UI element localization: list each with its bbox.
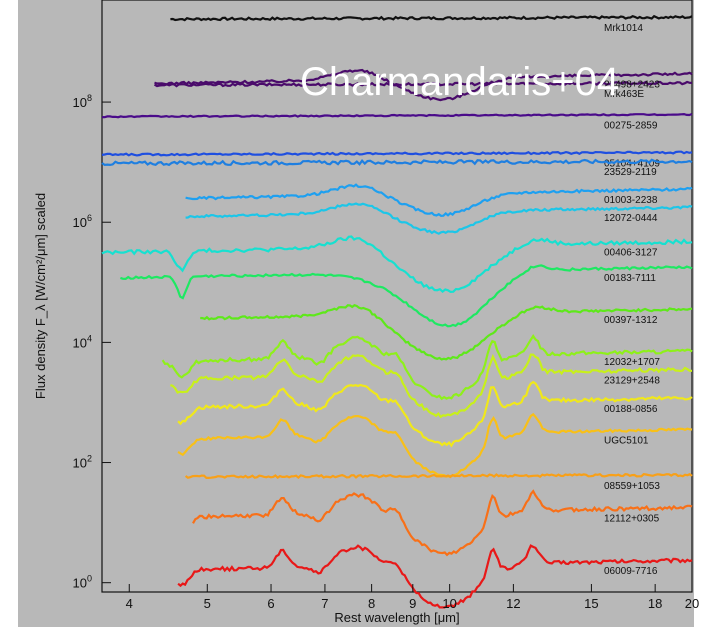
- x-tick-label: 20: [685, 596, 699, 611]
- x-tick-label: 8: [368, 596, 375, 611]
- x-axis-ticks: 4 5 6 7 8 9 10 12 15 18 20: [126, 584, 699, 611]
- series-line: [177, 412, 693, 478]
- series-line: [161, 333, 693, 401]
- series-label: 00183-7111: [604, 273, 656, 284]
- series-line: [170, 353, 692, 419]
- series-label: Mrk463E: [604, 89, 644, 100]
- plot-panel: [18, 0, 694, 627]
- series-label: 00397-1312: [604, 315, 658, 326]
- series-line: [154, 68, 693, 102]
- x-tick-label: 12: [506, 596, 520, 611]
- x-tick-label: 5: [204, 596, 211, 611]
- series-label: 05104+4109: [604, 158, 660, 169]
- series-line: [101, 158, 693, 167]
- y-axis-label: Flux density F_λ [W/cm²/μm] scaled: [33, 193, 48, 399]
- plot-frame: [101, 0, 693, 593]
- series-label: 23529-2119: [604, 167, 657, 178]
- x-tick-label: 9: [409, 596, 416, 611]
- series-label: UGC5101: [604, 435, 649, 446]
- annotation-label: Charmandaris+04: [300, 60, 619, 104]
- series-line: [185, 183, 693, 218]
- x-tick-label: 15: [584, 596, 598, 611]
- x-axis-label: Rest wavelength [μm]: [334, 610, 459, 625]
- series-line: [120, 264, 693, 328]
- series-line: [101, 112, 693, 119]
- series-label: Mrk1014: [604, 23, 643, 34]
- series-line: [153, 80, 693, 88]
- series-line: [101, 150, 693, 157]
- x-tick-label: 6: [267, 596, 274, 611]
- series-label: 06009-7716: [604, 566, 658, 577]
- x-tick-label: 7: [321, 596, 328, 611]
- series-line: [170, 14, 693, 22]
- series-label: 00188-0856: [604, 404, 658, 415]
- series-line: [177, 380, 693, 448]
- series-label: 12112+0305: [604, 514, 660, 525]
- x-tick-label: 10: [442, 596, 456, 611]
- x-tick-label: 4: [126, 596, 133, 611]
- series-line: [177, 544, 693, 609]
- series-label: 23498+2423: [604, 80, 660, 91]
- series-label: 12072-0444: [604, 213, 658, 224]
- series-line: [185, 202, 693, 235]
- series-label: 00406-3127: [604, 248, 658, 259]
- series-line: [101, 235, 693, 294]
- x-tick-label: 18: [648, 596, 662, 611]
- series-label: 01003-2238: [604, 195, 658, 206]
- series-label: 12032+1707: [604, 357, 660, 368]
- series-line: [200, 303, 693, 361]
- series-label: 08559+1053: [604, 481, 660, 492]
- series-label: 23129+2548: [604, 375, 660, 386]
- series-label: 00275-2859: [604, 120, 658, 131]
- series-line: [192, 489, 693, 557]
- series-line: [184, 472, 693, 479]
